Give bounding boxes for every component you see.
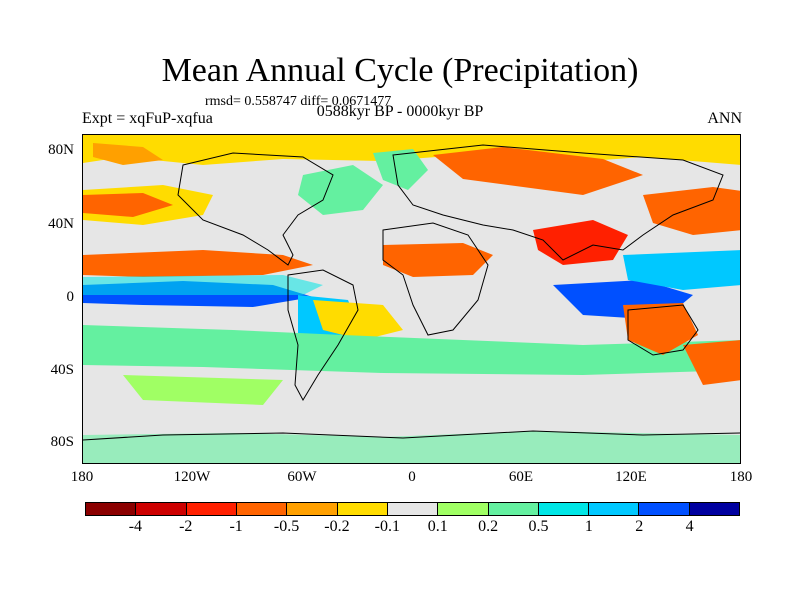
colorbar-tick-label: -0.5 [273, 518, 300, 535]
x-tick-label: 120E [615, 469, 647, 485]
colorbar-box [287, 503, 338, 515]
region-arctic-orange [93, 143, 163, 165]
colorbar-box [136, 503, 187, 515]
colorbar-tick-label: -0.1 [374, 518, 400, 535]
y-tick-label: 40N [48, 216, 74, 232]
precipitation-map [82, 134, 741, 464]
colorbar-box [337, 503, 388, 515]
stats-line: rmsd= 0.558747 diff= 0.0671477 [205, 94, 392, 109]
coast-north-america [177, 152, 334, 266]
region-warmpool-cyan [623, 250, 740, 290]
colorbar-tick-label: 2 [635, 518, 644, 535]
y-tick-label: 40S [50, 362, 74, 378]
region-eqpacific-orange [83, 250, 313, 277]
colorbar-tick-label: -1 [229, 518, 243, 535]
region-southern-lime [123, 375, 283, 405]
region-nwpacific-orange [643, 187, 740, 235]
colorbar-box [639, 503, 690, 515]
region-southpacific-orange [683, 340, 740, 385]
colorbar-tick-label: -4 [128, 518, 143, 535]
region-antarctic-green [83, 431, 740, 463]
map-canvas [83, 135, 740, 463]
colorbar-tick-label: 4 [685, 518, 694, 535]
region-nhpacific-orange [83, 193, 173, 217]
region-southatlantic-yellow [313, 300, 403, 340]
coast-antarctica [83, 430, 740, 441]
region-australia-orange [623, 303, 698, 355]
region-europe-green [373, 149, 428, 190]
coast-eurasia [392, 144, 724, 261]
y-tick-label: 80N [48, 142, 74, 158]
season-label: ANN [707, 110, 742, 127]
colorbar-box [589, 503, 640, 515]
colorbar-box [86, 503, 137, 515]
coast-australia [627, 304, 699, 356]
region-eqpacific-cyan [83, 275, 323, 295]
x-tick-label: 0 [408, 469, 416, 485]
coast-south-america [287, 269, 359, 402]
x-tick-label: 60W [287, 469, 317, 485]
colorbar-box [438, 503, 489, 515]
colorbar-box [488, 503, 539, 515]
x-tick-label: 180 [729, 469, 753, 485]
colorbar-box [186, 503, 237, 515]
region-africa-orange [383, 243, 493, 277]
colorbar [85, 502, 740, 516]
x-tick-label: 60E [508, 469, 534, 485]
coast-africa [382, 222, 489, 336]
y-tick-label: 0 [66, 289, 75, 305]
colorbar-tick-label: 1 [584, 518, 593, 535]
colorbar-box [236, 503, 288, 515]
region-southern-green [83, 325, 740, 375]
coastlines [83, 144, 740, 441]
colorbar-tick-label: 0.5 [528, 518, 549, 535]
y-tick-label: 80S [50, 434, 74, 450]
colorbar-tick-label: 0.2 [478, 518, 499, 535]
colorbar-tick-label: -2 [179, 518, 193, 535]
colorbar-tick-label: 0.1 [427, 518, 448, 535]
experiment-label: Expt = xqFuP-xqfua [82, 110, 213, 127]
region-siberia-orange [433, 147, 643, 195]
x-tick-label: 120W [173, 469, 211, 485]
period-label: 0588kyr BP - 0000kyr BP [316, 103, 484, 120]
chart-title: Mean Annual Cycle (Precipitation) [161, 52, 639, 89]
colorbar-box [538, 503, 590, 515]
colorbar-box [387, 503, 439, 515]
x-tick-label: 180 [70, 469, 94, 485]
colorbar-box [689, 503, 740, 515]
colorbar-tick-label: -0.2 [324, 518, 350, 535]
